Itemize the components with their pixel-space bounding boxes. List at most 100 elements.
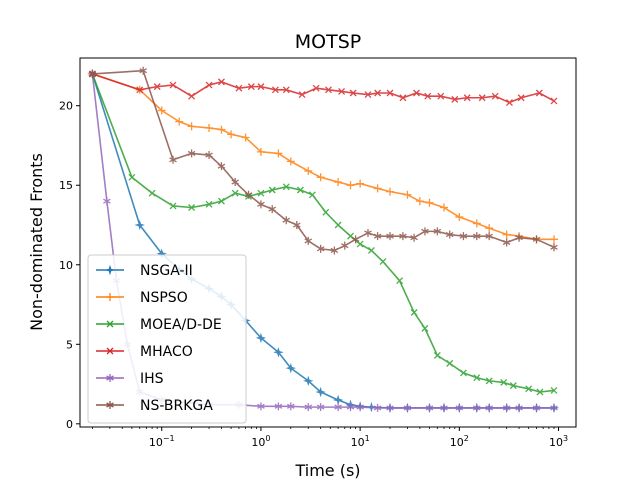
data-point: [472, 219, 481, 228]
data-point: [205, 200, 213, 208]
data-point: [346, 181, 355, 190]
data-point: [257, 402, 265, 411]
data-point: [175, 117, 184, 126]
y-axis-label: Non-dominated Fronts: [27, 153, 46, 331]
data-point: [502, 403, 511, 412]
data-point: [188, 204, 196, 211]
data-point: [293, 221, 301, 230]
data-point: [308, 191, 316, 199]
legend: NSGA-II NSPSO MOEA/D-DE MHACO IHS NS-BRKGA: [87, 254, 247, 424]
data-point: [334, 221, 342, 229]
data-point: [257, 83, 265, 91]
data-point: [455, 403, 464, 412]
legend-marker: [106, 374, 114, 382]
data-point: [364, 91, 372, 99]
data-point: [473, 232, 481, 241]
data-point: [346, 403, 355, 412]
data-point: [169, 202, 177, 210]
legend-label: NS-BRKGA: [140, 398, 213, 414]
data-point: [227, 130, 236, 139]
data-point: [373, 232, 382, 241]
data-point: [399, 94, 407, 102]
data-point: [403, 190, 412, 199]
data-point: [304, 236, 313, 245]
y-tick-label: 0: [66, 418, 73, 431]
data-point: [217, 125, 226, 134]
data-point: [273, 347, 284, 358]
data-point: [103, 197, 111, 206]
data-point: [536, 388, 544, 396]
data-point: [303, 375, 314, 387]
data-point: [356, 240, 364, 248]
data-point: [550, 243, 558, 252]
data-point: [421, 227, 429, 236]
legend-box: [87, 254, 247, 424]
data-point: [485, 224, 494, 233]
data-point: [505, 99, 513, 106]
data-point: [231, 178, 239, 187]
legend-item: MOEA/D-DE: [96, 317, 222, 333]
data-point: [367, 246, 375, 254]
data-point: [247, 83, 255, 91]
data-point: [139, 66, 147, 75]
y-tick-label: 5: [66, 338, 73, 351]
data-point: [463, 94, 471, 102]
data-point: [386, 403, 394, 412]
data-point: [386, 89, 394, 97]
data-point: [334, 178, 343, 187]
series-3: [88, 70, 558, 396]
data-point: [235, 84, 243, 92]
x-tick-label: 102: [450, 434, 469, 449]
legend-label: IHS: [140, 371, 164, 387]
data-point: [550, 403, 558, 412]
data-point: [169, 81, 177, 89]
data-point: [217, 162, 226, 171]
data-point: [205, 151, 213, 160]
data-point: [385, 187, 394, 196]
data-point: [325, 86, 332, 94]
data-point: [340, 241, 349, 250]
data-point: [451, 95, 459, 103]
data-point: [274, 402, 283, 411]
data-point: [515, 233, 523, 242]
y-tick-label: 10: [59, 259, 73, 272]
data-point: [532, 403, 541, 412]
data-point: [550, 97, 558, 105]
data-point: [255, 332, 267, 344]
data-point: [421, 324, 429, 332]
data-point: [187, 122, 196, 131]
data-point: [187, 149, 196, 158]
data-point: [316, 173, 325, 182]
data-point: [373, 403, 382, 412]
data-point: [298, 91, 306, 99]
data-point: [257, 200, 265, 209]
y-tick-label: 15: [59, 179, 73, 192]
legend-label: NSPSO: [140, 290, 188, 306]
x-tick-label: 101: [351, 434, 370, 449]
data-point: [271, 86, 279, 94]
chart-title: MOTSP: [295, 31, 361, 53]
data-point: [282, 183, 290, 191]
data-point: [349, 89, 357, 97]
data-point: [157, 106, 166, 115]
ticks-layer: 0 5 10 15 20 10−1 100 101 102 103: [59, 100, 568, 449]
data-point: [217, 197, 225, 205]
data-point: [364, 228, 372, 237]
data-point: [205, 81, 213, 89]
data-point: [304, 166, 313, 175]
data-point: [296, 186, 304, 194]
legend-item: MHACO: [96, 344, 193, 360]
data-point: [550, 386, 558, 394]
data-point: [148, 189, 156, 197]
data-point: [128, 173, 136, 181]
data-point: [351, 235, 360, 244]
legend-item: IHS: [96, 371, 164, 387]
data-point: [500, 379, 508, 386]
data-point: [502, 230, 511, 239]
legend-marker: [106, 401, 114, 409]
data-point: [439, 203, 448, 212]
data-point: [322, 208, 330, 216]
data-point: [134, 219, 145, 231]
data-point: [433, 227, 442, 236]
